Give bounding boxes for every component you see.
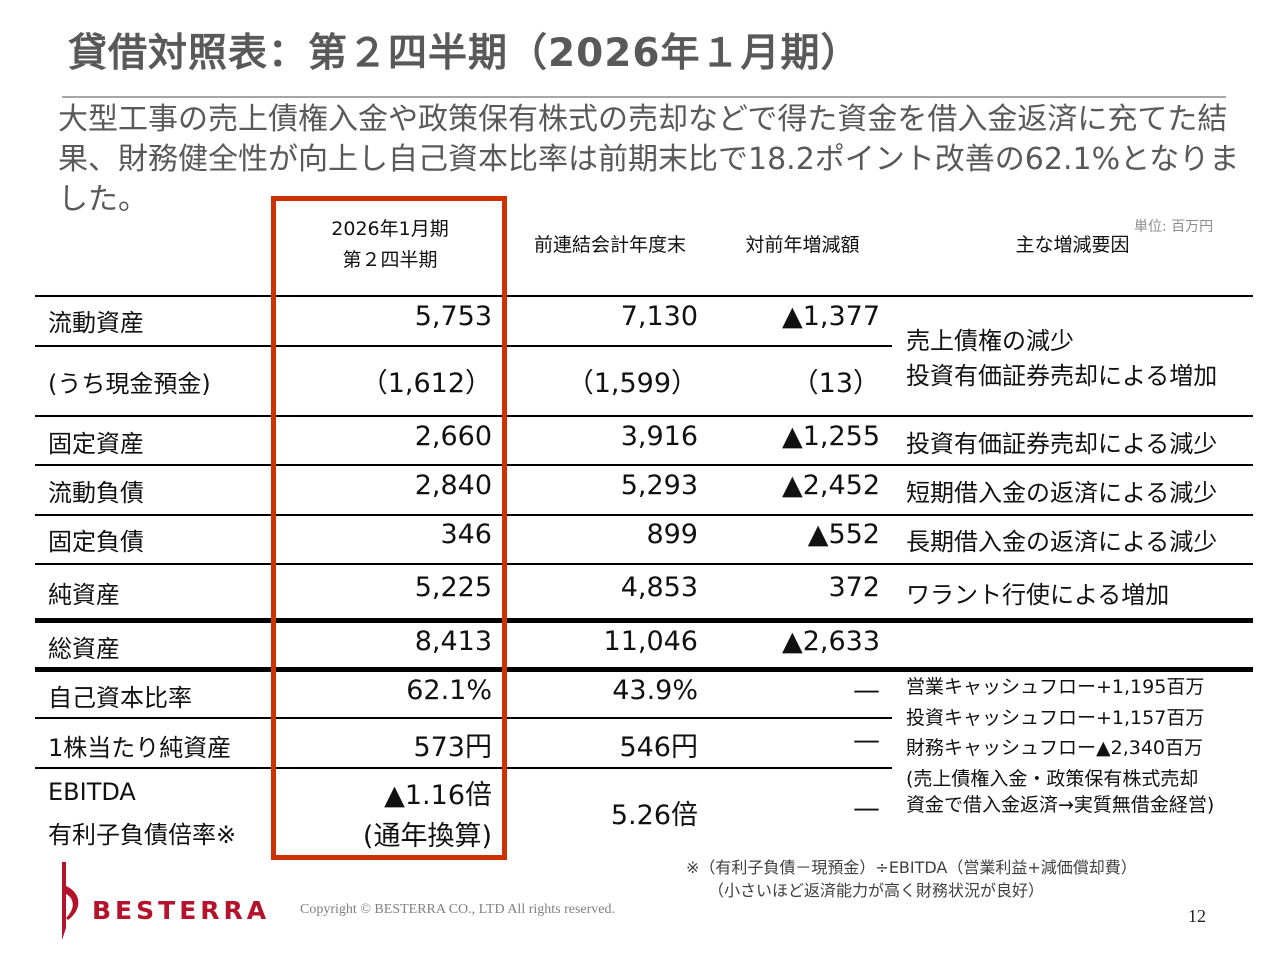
table-rule-thick [35, 667, 1253, 672]
bps-current: 573円 [413, 732, 492, 763]
row-label-total-assets: 総資産 [48, 635, 120, 663]
net-assets-current: 5,225 [414, 572, 492, 603]
table-rule-thick [35, 618, 1253, 623]
table-rule [35, 514, 1253, 516]
row-label-current-assets: 流動資産 [48, 309, 144, 337]
header-current-period: 2026年1月期 第２四半期 [290, 214, 490, 276]
current-liabilities-diff: ▲2,452 [781, 470, 880, 501]
row-label-cash: (うち現金預金) [48, 370, 211, 398]
table-rule [35, 295, 1253, 297]
total-assets-current: 8,413 [414, 626, 492, 657]
header-reason: 主な増減要因 [1015, 234, 1130, 256]
cash-previous: （1,599） [566, 368, 698, 399]
reason-fixed-liabilities: 長期借入金の返済による減少 [906, 528, 1218, 556]
table-rule [35, 415, 1253, 417]
row-label-current-liabilities: 流動負債 [48, 479, 144, 507]
table-rule [35, 345, 892, 347]
bps-diff: — [853, 725, 880, 756]
reason-current-assets-2: 投資有価証券売却による増加 [906, 362, 1218, 390]
net-assets-previous: 4,853 [620, 572, 698, 603]
besterra-logo-icon [62, 862, 79, 940]
table-rule [35, 464, 1253, 466]
footnote-line1: ※（有利子負債－現預金）÷EBITDA（営業利益+減価償却費） [686, 858, 1137, 877]
page-number: 12 [1188, 906, 1206, 926]
current-assets-current: 5,753 [414, 301, 492, 332]
equity-ratio-diff: — [853, 675, 880, 706]
ebitda-previous: 5.26倍 [610, 800, 698, 831]
current-assets-previous: 7,130 [620, 301, 698, 332]
table-rule [35, 563, 1253, 565]
row-label-ebitda-multiple: 有利子負債倍率※ [48, 821, 237, 849]
cashflow-note: (売上債権入金・政策保有株式売却 [906, 768, 1199, 790]
fixed-liabilities-diff: ▲552 [807, 519, 880, 550]
page-title: 貸借対照表：第２四半期（2026年１月期） [68, 31, 861, 76]
current-liabilities-current: 2,840 [414, 470, 492, 501]
table-rule [35, 717, 892, 719]
ebitda-diff: — [853, 793, 880, 824]
footnote: ※（有利子負債－現預金）÷EBITDA（営業利益+減価償却費） （小さいほど返済… [686, 856, 1137, 902]
reason-net-assets: ワラント行使による増加 [906, 581, 1170, 609]
cashflow-note: 資金で借入金返済→実質無借金経営) [906, 794, 1215, 816]
footnote-line2: （小さいほど返済能力が高く財務状況が良好） [708, 881, 1045, 900]
cash-current: （1,612） [360, 368, 492, 399]
row-label-fixed-assets: 固定資産 [48, 430, 144, 458]
header-difference: 対前年増減額 [745, 234, 860, 256]
logo-wordmark: BESTERRA [92, 896, 271, 925]
ebitda-current-note: (通年換算) [362, 821, 492, 852]
table-rule [35, 767, 892, 769]
equity-ratio-previous: 43.9% [612, 675, 698, 706]
fixed-liabilities-current: 346 [440, 519, 492, 550]
row-label-ebitda: EBITDA [48, 778, 136, 806]
reason-current-liabilities: 短期借入金の返済による減少 [906, 479, 1218, 507]
row-label-equity-ratio: 自己資本比率 [48, 684, 192, 712]
bps-previous: 546円 [619, 732, 698, 763]
current-period-highlight [271, 196, 507, 860]
row-label-bps: 1株当たり純資産 [48, 734, 232, 762]
ebitda-current: ▲1.16倍 [384, 780, 492, 811]
header-previous-period: 前連結会計年度末 [533, 234, 686, 256]
summary-text: 大型工事の売上債権入金や政策保有株式の売却などで得た資金を借入金返済に充てた結果… [58, 102, 1240, 217]
net-assets-diff: 372 [828, 572, 880, 603]
title-divider [62, 96, 1226, 98]
total-assets-previous: 11,046 [603, 626, 698, 657]
equity-ratio-current: 62.1% [406, 675, 492, 706]
fixed-assets-diff: ▲1,255 [781, 421, 880, 452]
row-label-fixed-liabilities: 固定負債 [48, 528, 144, 556]
fixed-assets-current: 2,660 [414, 421, 492, 452]
reason-current-assets-1: 売上債権の減少 [906, 327, 1074, 355]
cash-diff: （13） [791, 368, 880, 399]
copyright: Copyright © BESTERRA CO., LTD All rights… [300, 902, 616, 917]
row-label-net-assets: 純資産 [48, 581, 120, 609]
fixed-liabilities-previous: 899 [646, 519, 698, 550]
header-current-line1: 2026年1月期 [331, 218, 449, 240]
cashflow-note: 営業キャッシュフロー+1,195百万 [906, 676, 1205, 698]
header-current-line2: 第２四半期 [342, 249, 438, 271]
current-liabilities-previous: 5,293 [620, 470, 698, 501]
current-assets-diff: ▲1,377 [781, 301, 880, 332]
unit-label: 単位: 百万円 [1134, 219, 1214, 235]
total-assets-diff: ▲2,633 [781, 626, 880, 657]
cashflow-note: 財務キャッシュフロー▲2,340百万 [906, 737, 1204, 759]
cashflow-note: 投資キャッシュフロー+1,157百万 [906, 707, 1205, 729]
fixed-assets-previous: 3,916 [620, 421, 698, 452]
reason-fixed-assets: 投資有価証券売却による減少 [906, 430, 1218, 458]
